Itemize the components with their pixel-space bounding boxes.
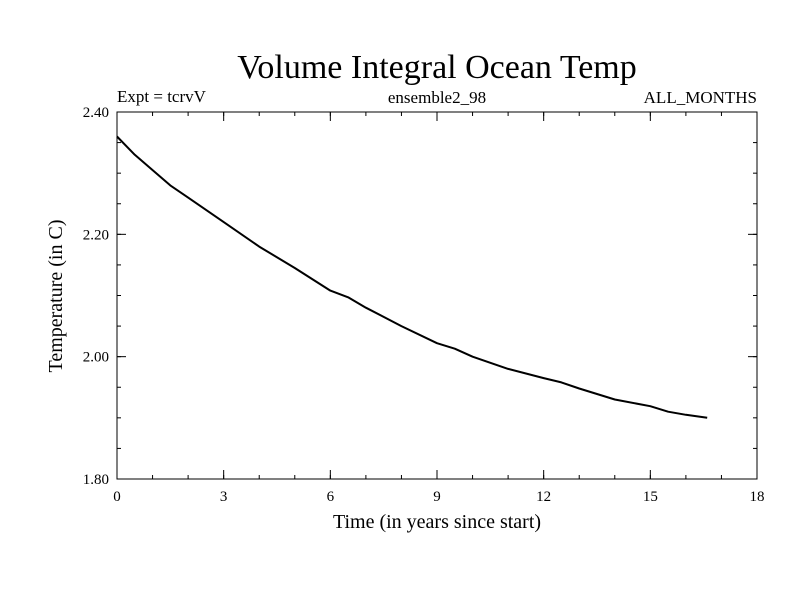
y-tick-labels: 1.80 2.00 2.20 2.40: [83, 105, 109, 488]
x-tick-label: 3: [220, 489, 228, 505]
plot-frame: [116, 111, 758, 480]
ticks-layer: [116, 111, 758, 480]
y-tick-label: 1.80: [83, 472, 109, 488]
chart-subtitle-right: ALL_MONTHS: [644, 88, 757, 107]
x-tick-label: 6: [327, 489, 335, 505]
x-axis-label: Time (in years since start): [333, 511, 541, 533]
x-tick-label: 12: [536, 489, 551, 505]
x-tick-label: 9: [433, 489, 441, 505]
y-axis-label: Temperature (in C): [45, 220, 67, 373]
chart-title: Volume Integral Ocean Temp: [237, 49, 637, 86]
chart-subtitle-center: ensemble2_98: [388, 88, 486, 107]
x-tick-labels: 0 3 6 9 12 15 18: [113, 489, 764, 505]
series-layer: [116, 135, 708, 419]
x-tick-label: 15: [643, 489, 658, 505]
y-tick-label: 2.20: [83, 227, 109, 243]
y-tick-label: 2.40: [83, 105, 109, 121]
chart-subtitle-left: Expt = tcrvV: [117, 87, 207, 106]
x-tick-label: 18: [750, 489, 765, 505]
series-line: [116, 135, 708, 419]
x-tick-label: 0: [113, 489, 121, 505]
y-tick-label: 2.00: [83, 350, 109, 366]
